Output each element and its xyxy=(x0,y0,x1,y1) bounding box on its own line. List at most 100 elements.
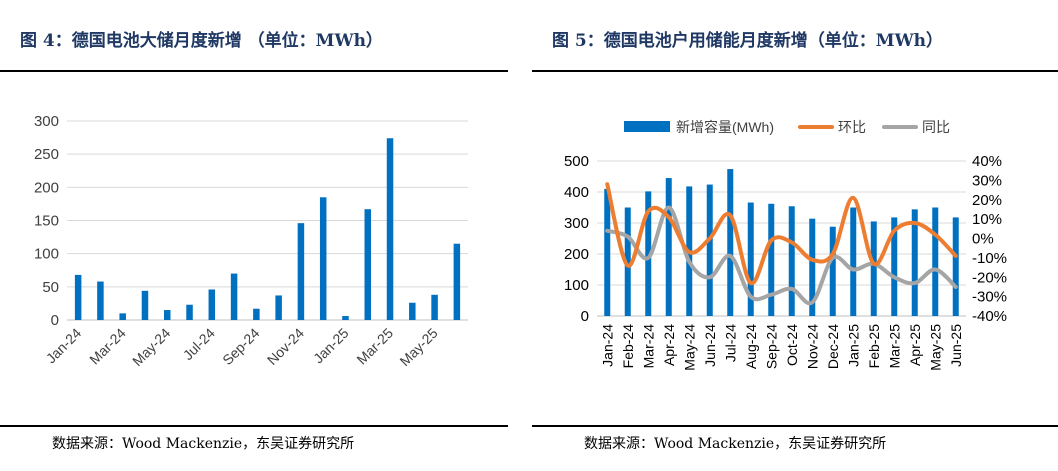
x-tick-label-right: Oct-24 xyxy=(784,324,800,366)
line-series-mom xyxy=(605,182,958,286)
chart-panel-left: 图 4：德国电池大储月度新增 （单位：MWh） 0 50 100 150 200 250 3… xyxy=(0,0,508,471)
bar-left xyxy=(97,281,104,320)
y-tick-label-right-axis: 30% xyxy=(972,172,1002,189)
y-tick-label-right-axis: -10% xyxy=(972,250,1007,267)
bar-right xyxy=(870,221,877,316)
y-tick-label-left: 100 xyxy=(34,246,59,263)
bar-right xyxy=(891,217,898,316)
bar-right xyxy=(768,203,775,316)
x-tick-label-right: Dec-24 xyxy=(825,324,841,369)
source-rule-right xyxy=(532,425,1058,427)
x-tick-label-right: May-24 xyxy=(681,324,697,371)
x-tick-label-left: Jan-25 xyxy=(310,325,352,367)
source-note-left: 数据来源：Wood Mackenzie，东吴证券研究所 xyxy=(52,436,355,452)
legend-swatch-bars xyxy=(624,121,670,132)
x-tick-label-right: Feb-25 xyxy=(866,324,882,369)
x-tick-label-right: Feb-24 xyxy=(620,324,636,369)
bar-left xyxy=(230,273,238,320)
x-tick-label-right: Jan-24 xyxy=(599,324,615,367)
x-tick-label-right: Mar-24 xyxy=(640,324,656,369)
x-tick-label-left: Jul-24 xyxy=(180,325,218,363)
bar-right xyxy=(829,226,836,316)
x-tick-label-left: Mar-24 xyxy=(86,325,129,368)
x-tick-label-left: Jan-24 xyxy=(43,325,85,367)
x-tick-label-left: May-25 xyxy=(396,325,440,369)
x-tick-label-right: Jul-24 xyxy=(722,324,738,362)
x-tick-label-left: Nov-24 xyxy=(264,325,307,368)
bar-left xyxy=(409,302,416,320)
bar-left xyxy=(342,316,349,320)
x-tick-label-right: Apr-24 xyxy=(661,324,677,366)
bar-left xyxy=(319,197,327,320)
bar-chart-left: 0 50 100 150 200 250 300 Jan-24 Mar-24 May-24 Jul-… xyxy=(34,113,468,369)
x-tick-label-left: Sep-24 xyxy=(219,325,262,368)
bar-left xyxy=(275,295,282,320)
bar-right xyxy=(706,184,713,316)
x-tick-label-left: Mar-25 xyxy=(353,325,396,368)
y-tick-label-left-axis: 300 xyxy=(564,215,589,232)
y-tick-label-left-axis: 400 xyxy=(564,184,589,201)
bar-left xyxy=(453,243,461,320)
bar-left xyxy=(141,290,149,320)
bar-left xyxy=(74,274,82,320)
bar-left xyxy=(164,310,171,320)
bar-right xyxy=(932,207,939,316)
bar-right xyxy=(604,188,611,316)
y-tick-label-right-axis: 10% xyxy=(972,211,1002,228)
chart-title-right: 图 5：德国电池户用储能月度新增（单位：MWh） xyxy=(552,31,944,51)
y-tick-label-right-axis: -30% xyxy=(972,289,1007,306)
bar-left xyxy=(431,294,438,320)
y-tick-label-left-axis: 500 xyxy=(564,153,589,170)
source-rule-left xyxy=(0,425,508,427)
x-tick-label-right: Apr-25 xyxy=(907,324,923,366)
legend-label-mom: 环比 xyxy=(838,119,866,135)
bar-right xyxy=(645,191,652,316)
combo-chart-right: 0 100 200 300 400 500 -40% -30% -20% -10% 0% 10% 20%… xyxy=(564,119,1007,371)
x-tick-label-right: Aug-24 xyxy=(743,324,759,369)
x-tick-label-right: Sep-24 xyxy=(763,324,779,369)
bar-left xyxy=(386,138,394,320)
legend-label-yoy: 同比 xyxy=(922,119,950,135)
x-tick-label-right: Jan-25 xyxy=(845,324,861,367)
y-tick-label-right-axis: -40% xyxy=(972,308,1007,325)
bar-right xyxy=(850,207,857,316)
bar-left xyxy=(364,209,371,320)
y-tick-label-right-axis: 40% xyxy=(972,153,1002,170)
x-tick-label-right: Nov-24 xyxy=(804,324,820,369)
x-tick-label-right: Mar-25 xyxy=(886,324,902,369)
bar-right xyxy=(809,218,816,316)
bar-left xyxy=(208,289,216,320)
bar-left xyxy=(253,308,260,320)
y-tick-label-right-axis: 20% xyxy=(972,192,1002,209)
source-note-right: 数据来源：Wood Mackenzie，东吴证券研究所 xyxy=(584,436,887,452)
bar-left xyxy=(119,313,126,320)
x-tick-label-left: May-24 xyxy=(129,325,173,369)
y-tick-label-left: 150 xyxy=(34,213,59,230)
bar-right xyxy=(624,207,631,316)
title-rule-left xyxy=(0,70,508,72)
bar-right xyxy=(911,209,918,316)
bar-left xyxy=(186,304,193,320)
y-tick-label-left: 250 xyxy=(34,146,59,163)
chart-title-left: 图 4：德国电池大储月度新增 （单位：MWh） xyxy=(20,31,383,51)
bar-right xyxy=(747,202,754,316)
x-tick-label-right: Jun-24 xyxy=(702,324,718,367)
x-tick-label-right: Jun-25 xyxy=(948,324,964,367)
bar-right xyxy=(788,206,795,316)
y-tick-label-left: 200 xyxy=(34,179,59,196)
y-tick-label-left: 300 xyxy=(34,113,59,130)
y-tick-label-left: 0 xyxy=(51,312,59,329)
y-tick-label-left-axis: 100 xyxy=(564,277,589,294)
bar-right xyxy=(727,169,734,316)
y-tick-label-left: 50 xyxy=(42,279,59,296)
line-series-yoy xyxy=(605,205,958,306)
legend-label-bars: 新增容量(MWh) xyxy=(676,119,774,135)
bar-left xyxy=(297,223,305,320)
y-tick-label-left-axis: 200 xyxy=(564,246,589,263)
bar-right xyxy=(665,178,672,316)
title-rule-right xyxy=(532,70,1058,72)
y-tick-label-left-axis: 0 xyxy=(581,308,589,325)
y-tick-label-right-axis: -20% xyxy=(972,269,1007,286)
x-tick-label-right: May-25 xyxy=(927,324,943,371)
y-tick-label-right-axis: 0% xyxy=(972,231,994,248)
